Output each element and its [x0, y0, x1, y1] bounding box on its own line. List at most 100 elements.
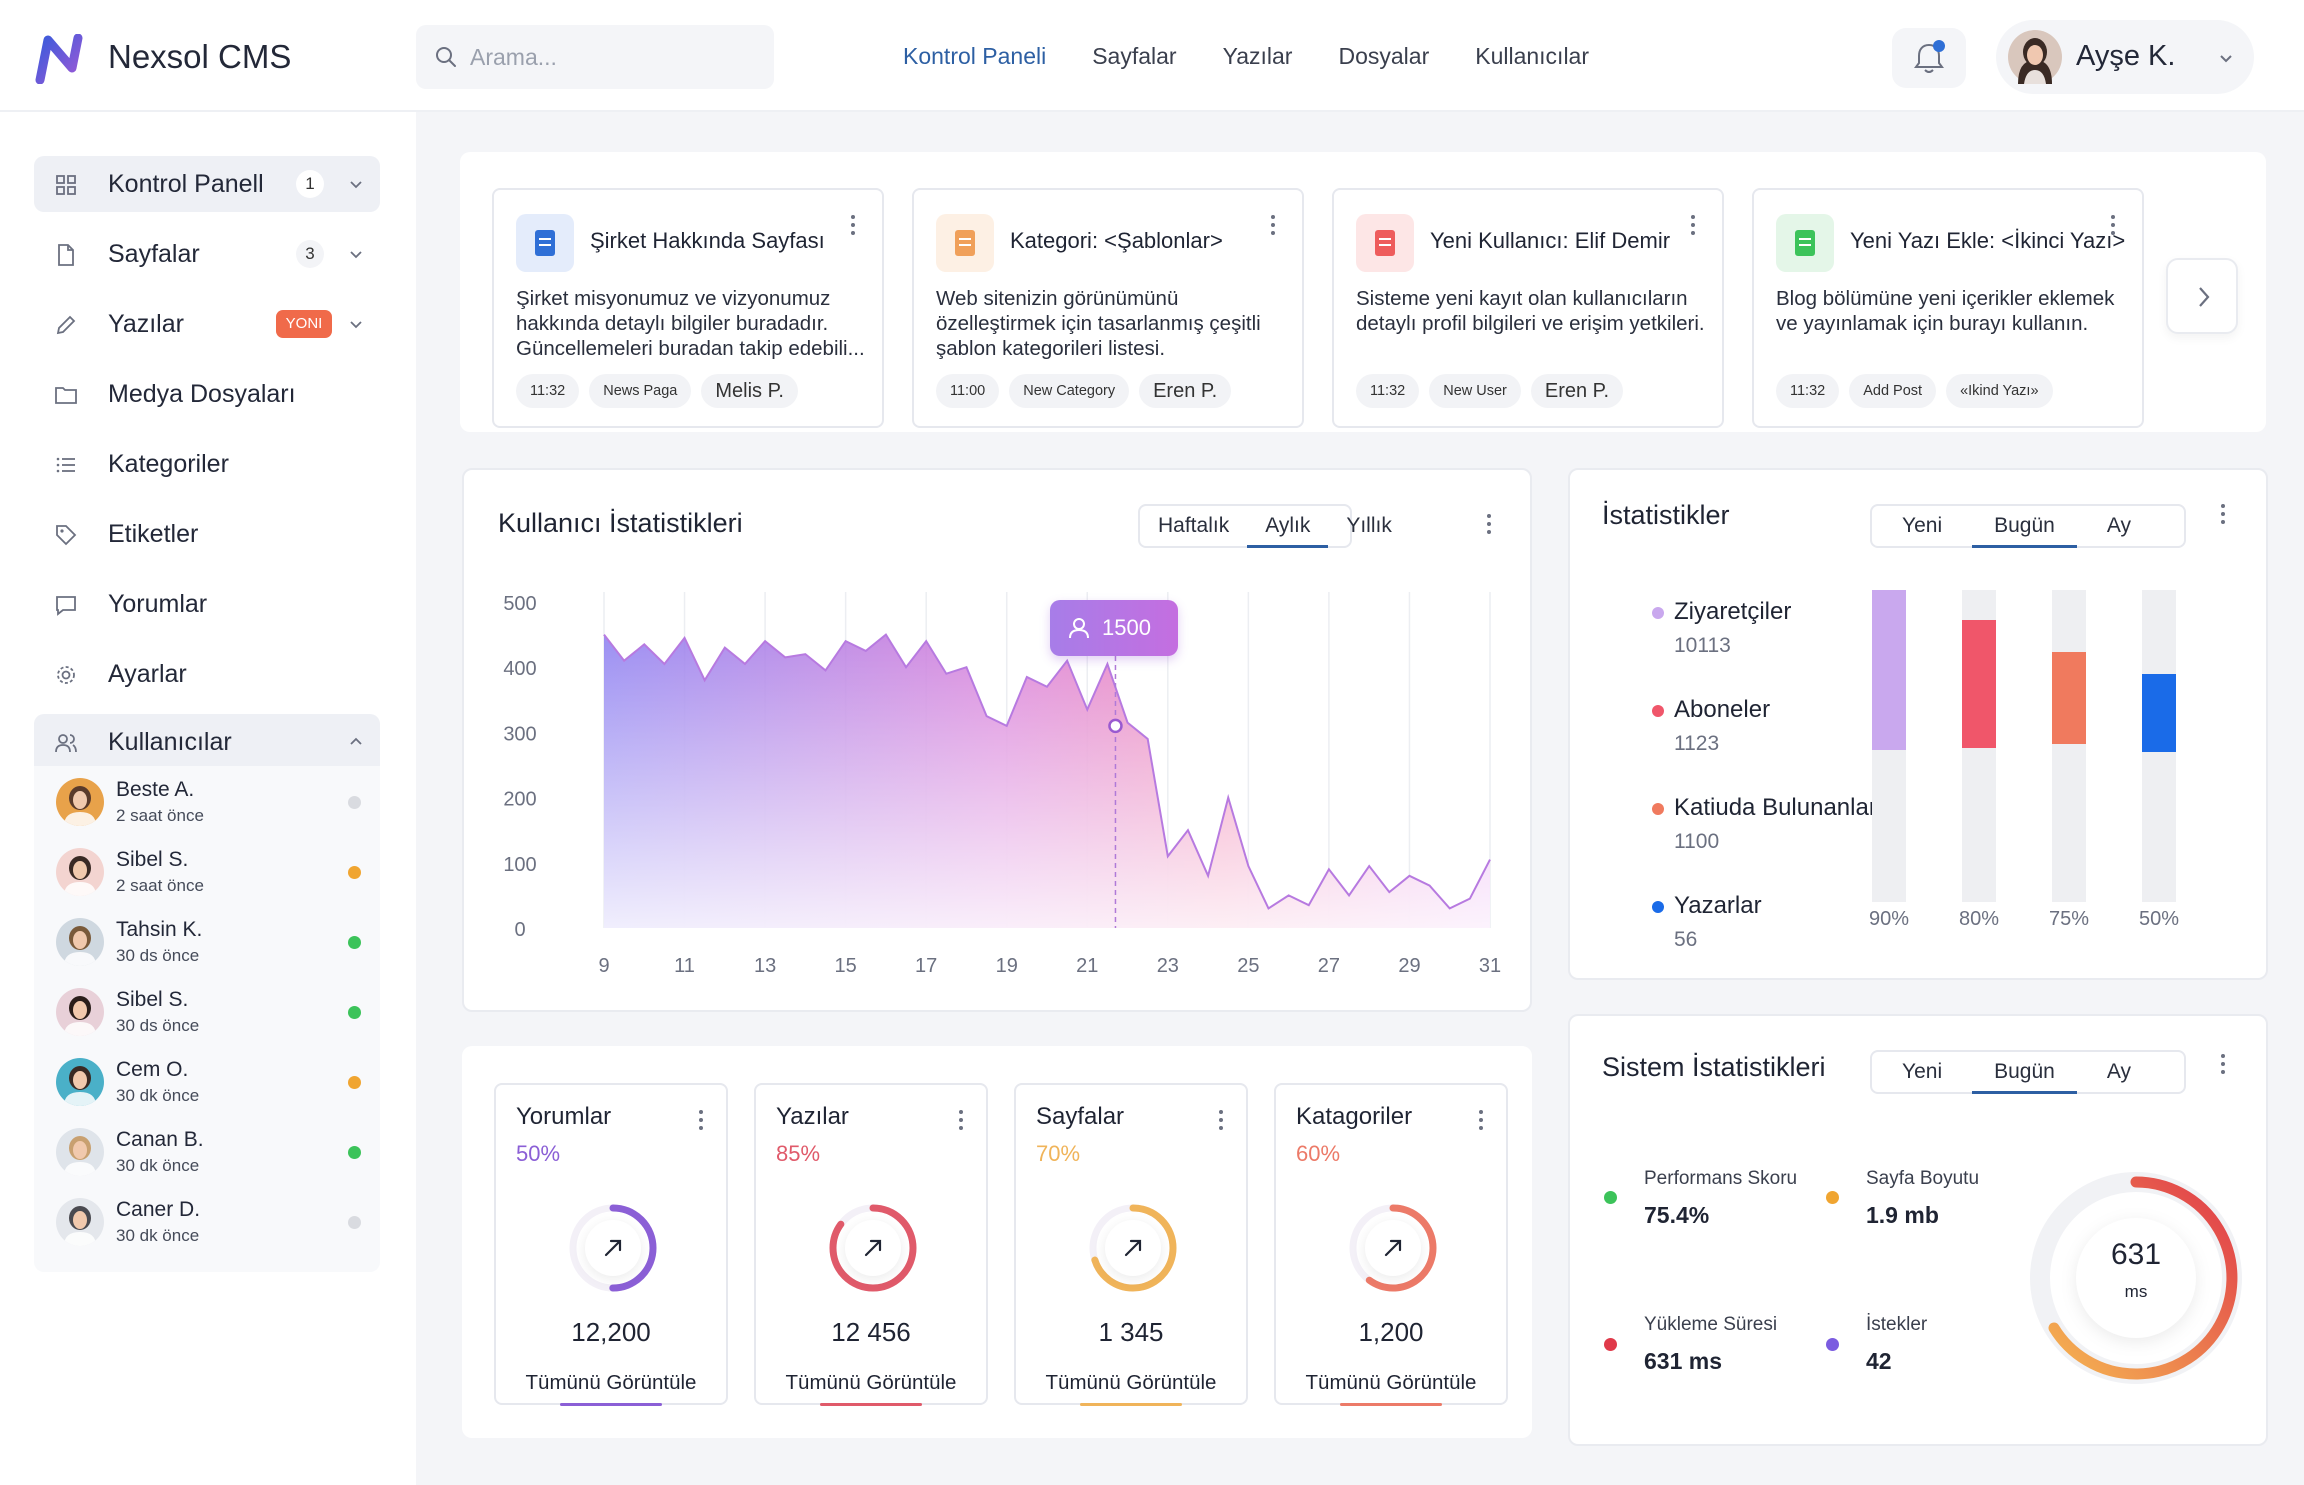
notification-button[interactable]	[1892, 28, 1966, 88]
stats-card: İstatistikler Yeni Bugün Ay Ziyaretçiler…	[1568, 468, 2268, 980]
x-tick-label: 17	[915, 955, 937, 977]
view-all-link[interactable]: Tümünü Görüntüle	[785, 1371, 957, 1394]
bar[interactable]	[1962, 620, 1996, 748]
tab-haftalik[interactable]: Haftalık	[1158, 514, 1230, 537]
nav-sayfalar[interactable]: Sayfalar	[1092, 43, 1177, 69]
sidebar-item-yazilar[interactable]: Yazılar YONI	[34, 296, 380, 352]
stat-title: Yazılar	[776, 1103, 849, 1130]
top-nav: Kontrol Paneli Sayfalar Yazılar Dosyalar…	[880, 26, 1612, 86]
sidebar-item-etiketler[interactable]: Etiketler	[34, 506, 380, 562]
quick-card-description: Blog bölümüne yeni içerikler eklemek ve …	[1776, 287, 2115, 335]
more-icon[interactable]	[850, 214, 856, 236]
tab-yeni[interactable]: Yeni	[1902, 514, 1943, 537]
tab-bugun[interactable]: Bugün	[1972, 1052, 2077, 1094]
quick-card[interactable]: Yeni Yazı Ekle: <İkinci Yazı> Blog bölümü…	[1752, 188, 2144, 428]
bar[interactable]	[1872, 590, 1906, 750]
tag: 11:00	[936, 374, 1000, 408]
stat-card: Katagoriler 60% 1,200 Tümünü Görüntüle	[1274, 1083, 1508, 1406]
tab-aylik[interactable]: Aylık	[1247, 506, 1329, 548]
tab-bugun[interactable]: Bugün	[1972, 506, 2077, 548]
status-dot	[348, 1076, 361, 1089]
sidebar-item-kontrol-paneli[interactable]: Kontrol Panell 1	[34, 156, 380, 212]
quick-card[interactable]: Kategori: <Şablonlar> Web sitenizin görün…	[912, 188, 1304, 428]
view-all-link[interactable]: Tümünü Görüntüle	[525, 1371, 697, 1394]
arrow-up-right-icon	[604, 1239, 622, 1257]
more-icon[interactable]	[1218, 1109, 1224, 1131]
x-tick-label: 15	[835, 955, 857, 977]
new-badge: YONI	[276, 310, 332, 338]
nav-kullanicilar[interactable]: Kullanıcılar	[1475, 43, 1590, 69]
y-tick-label: 500	[503, 593, 536, 615]
more-icon[interactable]	[2110, 214, 2116, 236]
quick-card-description: Şirket misyonumuz ve vizyonumuz hakkında…	[516, 287, 865, 360]
gear-icon	[57, 666, 75, 684]
sidebar-item-yorumlar[interactable]: Yorumlar	[34, 576, 380, 632]
more-icon[interactable]	[1478, 1109, 1484, 1131]
stats-bar-chart: 90% 80% 75% 50%	[1869, 590, 2179, 930]
chevron-down-icon[interactable]	[348, 316, 364, 332]
quick-card[interactable]: Yeni Kullanıcı: Elif Demir Sisteme yeni k…	[1332, 188, 1724, 428]
sidebar-item-ayarlar[interactable]: Ayarlar	[34, 646, 380, 702]
list-item[interactable]: Cem O. 30 dk önce	[34, 1046, 380, 1116]
chevron-up-icon[interactable]	[348, 734, 364, 750]
x-tick-label: 21	[1076, 955, 1098, 977]
search-icon	[434, 45, 458, 69]
stat-title: Yorumlar	[516, 1103, 612, 1130]
more-icon[interactable]	[1690, 214, 1696, 236]
quick-card[interactable]: Şirket Hakkında Sayfası Şirket misyonumuz…	[492, 188, 884, 428]
chevron-down-icon[interactable]	[348, 176, 364, 192]
tab-yeni[interactable]: Yeni	[1902, 1060, 1943, 1083]
bar[interactable]	[2052, 652, 2086, 744]
highlight-point[interactable]	[1108, 718, 1123, 734]
sidebar-item-label: Kontrol Panell	[108, 170, 264, 198]
list-item[interactable]: Sibel S. 2 saat önce	[34, 836, 380, 906]
sidebar-item-kullanicilar[interactable]: Kullanıcılar	[34, 714, 380, 770]
user-stats-chart: 9 11 13 15 17 19 21 23 25 27 29 31 0 100 200 300 400 500	[503, 592, 1501, 977]
quick-card-title: Yeni Yazı Ekle: <İkinci Yazı>	[1850, 228, 2126, 253]
more-icon[interactable]	[2220, 1052, 2226, 1076]
sidebar-item-kategoriler[interactable]: Kategoriler	[34, 436, 380, 492]
stat-value: 12 456	[831, 1317, 911, 1347]
user-last-seen: 30 dk önce	[116, 1156, 200, 1175]
more-icon[interactable]	[698, 1109, 704, 1131]
bar[interactable]	[2142, 674, 2176, 752]
nav-dosyalar[interactable]: Dosyalar	[1338, 43, 1430, 69]
quick-card-title: Kategori: <Şablonlar>	[1010, 228, 1223, 253]
more-icon[interactable]	[1270, 214, 1276, 236]
more-icon[interactable]	[2220, 502, 2226, 526]
list-item[interactable]: Sibel S. 30 ds önce	[34, 976, 380, 1046]
tab-ay[interactable]: Ay	[2106, 514, 2131, 537]
nav-kontrol-paneli[interactable]: Kontrol Paneli	[903, 43, 1047, 69]
tag: Melis P.	[701, 374, 798, 408]
tab-ay[interactable]: Ay	[2106, 1060, 2131, 1083]
nexsol-logo-icon[interactable]	[34, 34, 88, 84]
more-icon[interactable]	[958, 1109, 964, 1131]
list-icon	[936, 214, 994, 272]
arrow-up-right-icon	[1124, 1239, 1142, 1257]
next-button[interactable]	[2166, 258, 2238, 334]
progress-ring	[1078, 1193, 1188, 1303]
metric-value: 42	[1866, 1348, 1892, 1374]
list-item[interactable]: Tahsin K. 30 ds önce	[34, 906, 380, 976]
search-input[interactable]	[470, 25, 766, 89]
list-item[interactable]: Canan B. 30 dk önce	[34, 1116, 380, 1186]
x-tick-label: 25	[1237, 955, 1259, 977]
more-icon[interactable]	[1486, 512, 1492, 536]
tab-yillik[interactable]: Yıllık	[1346, 514, 1392, 537]
nav-yazilar[interactable]: Yazılar	[1222, 43, 1293, 69]
x-tick-label: 27	[1318, 955, 1340, 977]
metric-label: Performans Skoru	[1644, 1168, 1798, 1189]
sidebar-item-sayfalar[interactable]: Sayfalar 3	[34, 226, 380, 282]
view-all-link[interactable]: Tümünü Görüntüle	[1045, 1371, 1217, 1394]
metric-dot	[1826, 1338, 1839, 1351]
tag: 11:32	[516, 374, 580, 408]
count-badge: 3	[296, 240, 324, 268]
x-tick-label: 23	[1157, 955, 1179, 977]
chevron-down-icon[interactable]	[348, 246, 364, 262]
user-menu[interactable]: Ayşe K.	[1996, 20, 2254, 94]
list-item[interactable]: Caner D. 30 dk önce	[34, 1186, 380, 1256]
list-item[interactable]: Beste A. 2 saat önce	[34, 766, 380, 836]
user-last-seen: 30 dk önce	[116, 1226, 200, 1245]
view-all-link[interactable]: Tümünü Görüntüle	[1305, 1371, 1477, 1394]
sidebar-item-medya-dosyalari[interactable]: Medya Dosyaları	[34, 366, 380, 422]
